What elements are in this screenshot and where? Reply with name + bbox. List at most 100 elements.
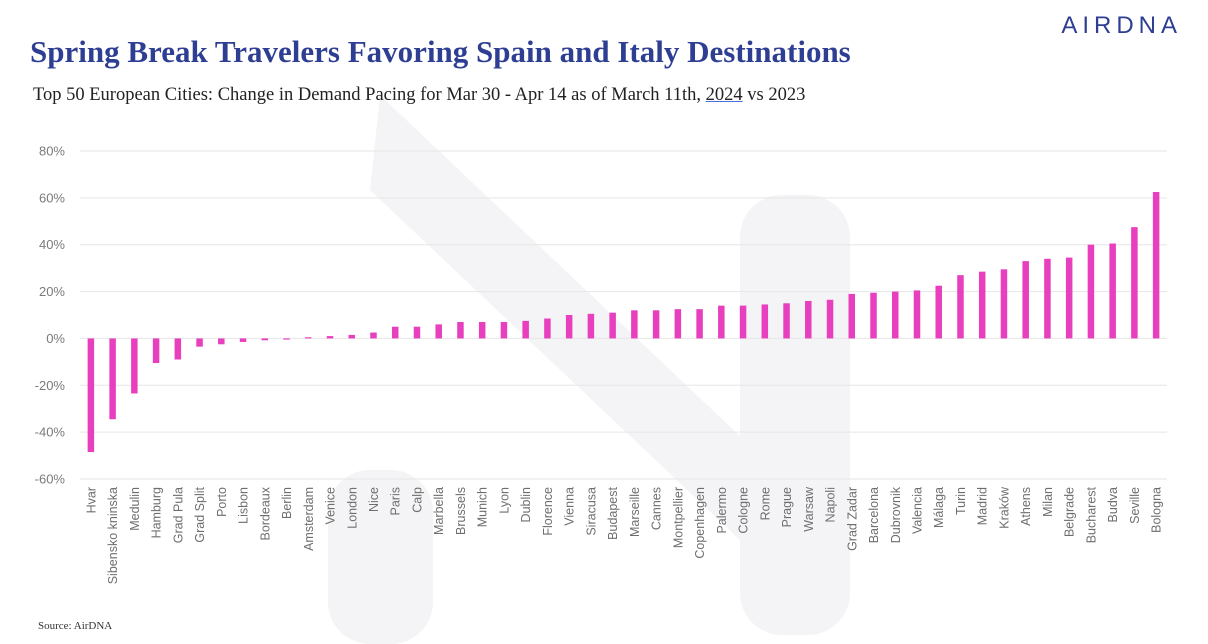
x-category-label: Valencia <box>910 487 924 534</box>
bar <box>261 338 269 341</box>
y-tick-label: 60% <box>39 190 65 205</box>
x-category-label: Madrid <box>976 487 990 525</box>
bar <box>174 338 182 360</box>
x-category-label: Athens <box>1019 487 1033 526</box>
y-tick-label: 0% <box>46 331 65 346</box>
bar <box>1000 269 1008 339</box>
bar <box>478 322 486 339</box>
bar <box>391 326 399 339</box>
bar <box>587 313 595 339</box>
bar <box>413 326 421 339</box>
x-category-label: Nice <box>367 487 381 512</box>
x-category-label: Seville <box>1128 487 1142 524</box>
bar <box>326 336 334 339</box>
bar <box>652 310 660 339</box>
x-category-label: Siracusa <box>584 487 598 536</box>
x-category-label: Berlin <box>280 487 294 519</box>
y-tick-label: -40% <box>35 425 66 440</box>
bar <box>457 322 464 339</box>
bar <box>718 305 725 339</box>
bar <box>305 337 312 339</box>
x-category-label: Milan <box>1041 487 1055 517</box>
x-category-label: Munich <box>476 487 490 527</box>
x-category-label: Budapest <box>606 486 620 539</box>
x-category-label: Copenhagen <box>693 487 707 559</box>
bar <box>978 271 986 339</box>
bar <box>826 299 834 339</box>
x-category-label: Medulin <box>128 487 142 531</box>
bar-chart: 80% 60% 40% 20% 0% -20% -40% -60% Hvar Sibensko k… <box>35 144 1167 584</box>
x-category-label: Turin <box>954 487 968 515</box>
x-category-label: Marbella <box>432 487 446 535</box>
bar <box>152 338 160 364</box>
bar <box>435 324 442 339</box>
x-category-label: Grad Split <box>193 486 207 542</box>
x-category-label: Lisbon <box>237 487 251 524</box>
x-category-label: Porto <box>215 487 229 517</box>
x-category-label: Grad Pula <box>171 487 185 543</box>
bar <box>1131 227 1138 339</box>
bar <box>1109 243 1116 339</box>
x-category-label: Cologne <box>737 487 751 534</box>
subtitle-suffix: vs 2023 <box>742 85 806 105</box>
x-category-label: Palermo <box>715 487 729 534</box>
bar <box>131 338 138 394</box>
y-tick-label: 40% <box>39 237 65 252</box>
y-tick-label: 20% <box>39 284 65 299</box>
x-category-label: Rome <box>758 487 772 520</box>
x-category-label: Bologna <box>1150 487 1164 533</box>
x-category-label: Cannes <box>650 487 664 530</box>
y-tick-label: 80% <box>39 144 65 159</box>
bar <box>848 293 856 339</box>
x-category-label: Prague <box>780 487 794 527</box>
x-category-label: Lyon <box>497 487 511 514</box>
bar <box>1065 257 1073 339</box>
x-category-label: Hvar <box>84 487 98 513</box>
page-title: Spring Break Travelers Favoring Spain an… <box>30 34 851 69</box>
bar <box>892 291 899 339</box>
bar <box>109 338 116 420</box>
bar <box>674 309 682 339</box>
subtitle-year-link[interactable]: 2024 <box>705 85 743 105</box>
bar <box>522 320 529 339</box>
bar <box>1044 258 1051 339</box>
bar <box>196 338 203 347</box>
bar <box>1152 192 1160 339</box>
x-category-label: Florence <box>541 487 555 536</box>
subtitle-text: Top 50 European Cities: Change in Demand… <box>33 85 706 105</box>
x-category-label: Málaga <box>932 487 946 528</box>
bar <box>913 290 921 339</box>
x-category-label: Grad Zadar <box>845 487 859 551</box>
x-category-label: Bucharest <box>1084 486 1098 543</box>
bar <box>696 309 703 339</box>
x-category-label: Budva <box>1106 487 1120 522</box>
x-category-label: Sibensko kninska <box>106 487 120 584</box>
bar <box>870 292 877 339</box>
airdna-logo: AIRDNA <box>1061 12 1182 39</box>
x-category-label: Dubrovnik <box>889 486 903 543</box>
x-category-label: Paris <box>389 487 403 515</box>
x-category-label: Amsterdam <box>302 487 316 551</box>
x-category-label: Dublin <box>519 487 533 522</box>
bar <box>935 285 942 339</box>
bar <box>500 322 508 339</box>
bar <box>544 318 551 339</box>
x-category-label: Bordeaux <box>258 486 272 540</box>
x-category-label: Napoli <box>824 487 838 522</box>
bar <box>783 303 790 339</box>
x-category-label: Venice <box>324 487 338 525</box>
source-note: Source: AirDNA <box>38 620 113 632</box>
bar <box>565 315 573 339</box>
x-category-label: Marseille <box>628 487 642 537</box>
bar <box>283 338 290 340</box>
y-tick-label: -60% <box>35 472 66 487</box>
x-category-label: Montpellier <box>671 487 685 548</box>
bar <box>87 338 95 453</box>
bar <box>1022 261 1029 339</box>
bar <box>348 334 355 339</box>
bar <box>957 275 964 339</box>
bar <box>1087 244 1095 339</box>
x-category-label: Hamburg <box>150 487 164 538</box>
x-category-label: Kraków <box>997 486 1011 529</box>
x-category-label: London <box>345 487 359 529</box>
